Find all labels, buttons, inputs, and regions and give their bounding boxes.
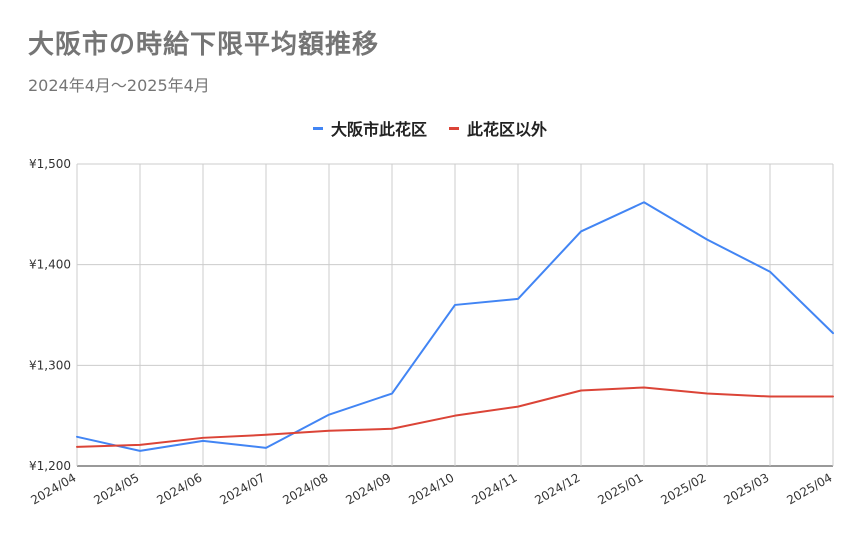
x-tick-label: 2024/09 (343, 470, 393, 507)
legend-item-konohana: 大阪市此花区 (312, 116, 427, 140)
y-tick-label: ¥1,400 (29, 258, 71, 272)
legend-label-other: 此花区以外 (467, 120, 548, 139)
x-tick-label: 2025/01 (595, 470, 645, 507)
x-tick-label: 2024/06 (154, 470, 204, 507)
y-tick-label: ¥1,200 (29, 459, 71, 473)
chart-subtitle: 2024年4月～2025年4月 (28, 76, 210, 95)
x-tick-label: 2024/11 (469, 470, 519, 507)
legend: 大阪市此花区 此花区以外 (0, 116, 860, 140)
legend-swatch-konohana (312, 126, 323, 130)
legend-swatch-other (449, 126, 459, 130)
x-tick-label: 2024/08 (280, 470, 330, 507)
chart-title: 大阪市の時給下限平均額推移 (28, 30, 380, 60)
x-tick-label: 2024/05 (91, 470, 141, 507)
legend-item-other: 此花区以外 (449, 116, 547, 140)
legend-label-konohana: 大阪市此花区 (330, 120, 427, 139)
x-tick-label: 2024/04 (28, 470, 78, 507)
x-tick-label: 2025/03 (721, 470, 771, 507)
y-tick-label: ¥1,500 (29, 157, 71, 171)
x-tick-label: 2024/10 (406, 470, 456, 507)
x-tick-label: 2024/07 (217, 470, 267, 507)
x-tick-label: 2025/02 (658, 470, 708, 507)
x-tick-label: 2024/12 (532, 470, 582, 507)
y-tick-label: ¥1,300 (29, 358, 71, 372)
x-tick-label: 2025/04 (784, 470, 834, 507)
